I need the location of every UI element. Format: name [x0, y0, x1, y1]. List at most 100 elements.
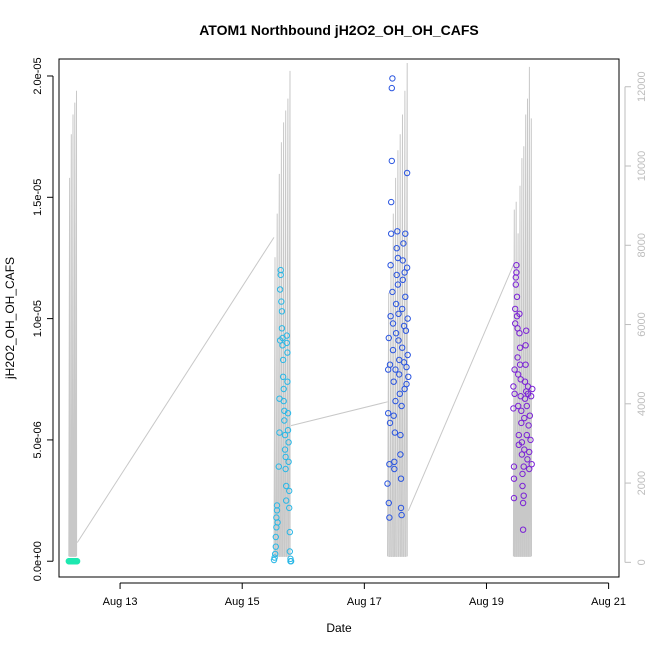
data-point [282, 465, 289, 473]
data-point [73, 558, 81, 565]
data-point [386, 419, 394, 427]
data-point [386, 461, 393, 468]
altitude-connector-1 [76, 237, 275, 543]
data-point [283, 482, 290, 490]
data-point [389, 288, 396, 296]
data-point [527, 436, 534, 444]
data-point [515, 371, 522, 378]
data-point [393, 271, 400, 279]
data-point [278, 325, 286, 332]
data-point [512, 281, 519, 288]
data-point [516, 330, 523, 337]
data-point [522, 342, 529, 349]
data-point [513, 293, 521, 300]
data-point [285, 439, 292, 446]
data-point [400, 359, 408, 366]
data-point [403, 169, 411, 177]
data-point [284, 427, 292, 434]
data-point [387, 262, 394, 269]
data-point [404, 351, 411, 359]
data-point [273, 507, 281, 514]
data-point [523, 402, 530, 410]
y-axis-label: jH2O2_OH_OH_CAFS [3, 257, 17, 380]
data-point [277, 266, 284, 274]
data-point [394, 281, 402, 288]
data-point [280, 385, 287, 393]
data-point [284, 410, 292, 417]
data-point [525, 422, 532, 429]
y2-tick-label: 4000 [636, 392, 648, 416]
data-point [274, 519, 281, 526]
y-tick-label: 1.5e-05 [32, 179, 44, 216]
data-point [527, 393, 535, 400]
data-point [519, 470, 526, 478]
data-point [391, 429, 399, 436]
data-point [272, 543, 279, 550]
data-point [285, 458, 292, 465]
data-point [284, 349, 291, 356]
data-point [279, 356, 287, 364]
data-point [390, 378, 397, 385]
data-point [283, 497, 290, 504]
altitude-flight-trace-1 [68, 90, 78, 557]
data-point [518, 451, 526, 458]
data-point [391, 458, 398, 465]
altitude-flight-trace-2 [273, 70, 291, 557]
data-point [403, 264, 411, 271]
data-point [394, 254, 402, 262]
data-point [516, 344, 524, 351]
data-point [399, 305, 406, 313]
data-point [281, 446, 289, 453]
data-point [397, 504, 405, 512]
data-point [276, 429, 283, 436]
y2-tick-label: 12000 [636, 71, 648, 102]
data-point [395, 337, 402, 344]
data-point [523, 431, 530, 439]
data-point [386, 514, 393, 521]
data-point [283, 332, 290, 339]
data-point [281, 417, 288, 424]
data-point [280, 397, 287, 405]
data-point [510, 463, 518, 470]
data-point [286, 528, 293, 536]
data-point [524, 456, 531, 463]
data-point [518, 419, 525, 427]
data-point [529, 385, 536, 393]
data-point [385, 499, 392, 507]
x-axis: Aug 13 Aug 15 Aug 17 Aug 19 Aug 21 [103, 582, 626, 608]
data-point [518, 439, 526, 446]
data-point [526, 448, 533, 456]
data-point [515, 402, 522, 410]
altitude-line-layer [68, 62, 532, 557]
data-point [521, 378, 529, 385]
plot-frame [58, 58, 620, 578]
y-tick-label: 2.0e-05 [32, 57, 44, 94]
altitude-connector-3 [407, 264, 514, 512]
data-point [286, 487, 293, 495]
data-point [401, 269, 408, 276]
data-point [385, 410, 392, 417]
data-point [402, 327, 410, 334]
data-point [395, 310, 402, 317]
data-point [402, 230, 409, 237]
data-point [520, 492, 527, 499]
data-point [526, 465, 533, 473]
data-point [519, 482, 526, 490]
data-point [521, 395, 529, 402]
data-point [388, 84, 395, 92]
y-tick-label: 0.0e+00 [32, 541, 44, 581]
data-point [391, 465, 398, 473]
data-point [522, 361, 529, 368]
data-point [528, 461, 535, 468]
data-point [392, 330, 400, 337]
data-point [384, 480, 391, 487]
data-point [521, 414, 528, 422]
data-point [272, 550, 279, 558]
data-point [514, 354, 521, 361]
y2-tick-label: 8000 [636, 233, 648, 257]
data-point [523, 327, 530, 334]
data-point [388, 230, 395, 237]
data-point [390, 412, 397, 419]
data-point [273, 502, 281, 509]
y-tick-label: 1.0e-05 [32, 300, 44, 337]
